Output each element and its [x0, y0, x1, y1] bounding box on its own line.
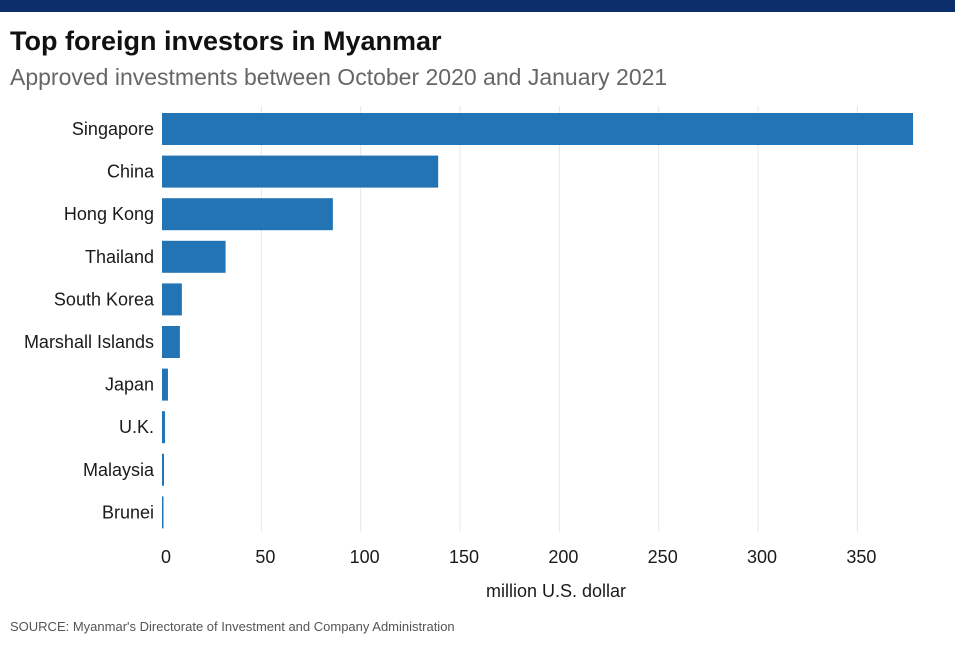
x-axis-title: million U.S. dollar: [486, 581, 626, 601]
category-label: South Korea: [54, 289, 155, 309]
category-label: U.K.: [119, 417, 154, 437]
bar: [162, 326, 180, 358]
bar: [162, 283, 182, 316]
chart-title: Top foreign investors in Myanmar: [10, 26, 442, 56]
category-label: Thailand: [85, 247, 154, 267]
chart-subtitle: Approved investments between October 202…: [10, 64, 668, 90]
category-label: Marshall Islands: [24, 332, 154, 352]
x-tick-label: 350: [846, 547, 876, 567]
category-label: Malaysia: [83, 460, 155, 480]
bar-chart: Singapore China Hong Kong Thailand South Kor…: [24, 106, 914, 601]
bar: [162, 198, 333, 231]
source-note: SOURCE: Myanmar's Directorate of Investm…: [10, 619, 455, 634]
bar: [162, 453, 164, 486]
category-label: Japan: [105, 375, 154, 395]
x-tick-label: 150: [449, 547, 479, 567]
x-tick-label: 100: [350, 547, 380, 567]
x-tick-label: 200: [548, 547, 578, 567]
bar: [162, 496, 164, 529]
top-accent-bar: [0, 0, 955, 12]
category-label: Singapore: [72, 119, 154, 139]
bar: [162, 155, 439, 188]
bar: [162, 411, 165, 444]
bar: [162, 240, 226, 273]
x-tick-label: 250: [648, 547, 678, 567]
bar: [162, 368, 168, 401]
x-tick-label: 50: [255, 547, 275, 567]
category-label: China: [107, 162, 155, 182]
category-labels: Singapore China Hong Kong Thailand South Kor…: [24, 119, 155, 522]
x-tick-label: 300: [747, 547, 777, 567]
bar: [162, 113, 914, 145]
bars: [162, 113, 914, 529]
category-label: Hong Kong: [64, 204, 154, 224]
x-tick-label: 0: [161, 547, 171, 567]
category-label: Brunei: [102, 502, 154, 522]
x-tick-labels: 0 50 100 150 200 250 300 350: [161, 547, 876, 567]
